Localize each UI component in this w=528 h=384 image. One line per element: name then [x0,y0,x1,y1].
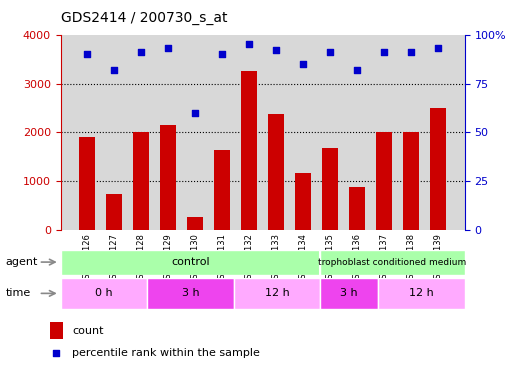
Bar [61,250,320,275]
Bar [50,322,63,339]
Bar [234,278,320,309]
Text: agent: agent [5,257,37,267]
Text: 12 h: 12 h [409,288,433,298]
Bar [147,278,234,309]
Text: control: control [171,257,210,267]
Bar [187,217,203,230]
Bar [320,278,378,309]
Bar [322,148,338,230]
Text: count: count [72,326,104,336]
Point [262,234,270,240]
Text: trophoblast conditioned medium: trophoblast conditioned medium [318,258,467,266]
Bar [106,194,122,230]
Point [407,49,416,55]
Bar [79,137,95,230]
Text: GDS2414 / 200730_s_at: GDS2414 / 200730_s_at [61,11,227,25]
Text: 3 h: 3 h [182,288,200,298]
Bar [268,114,284,230]
Text: 12 h: 12 h [265,288,289,298]
Text: 0 h: 0 h [95,288,113,298]
Bar [61,278,147,309]
Bar [376,132,392,230]
Point [137,49,145,55]
Point [380,49,389,55]
Bar [430,108,446,230]
Bar [241,71,257,230]
Bar [214,150,230,230]
Point [218,51,227,57]
Point [434,45,442,51]
Bar [295,173,312,230]
Bar [378,278,465,309]
Text: time: time [5,288,31,298]
Point [164,45,173,51]
Point [191,110,200,116]
Point [245,41,253,48]
Point [353,67,361,73]
Point [110,67,118,73]
Bar [133,132,149,230]
Bar [403,132,419,230]
Point [272,47,280,53]
Text: 3 h: 3 h [341,288,358,298]
Text: percentile rank within the sample: percentile rank within the sample [72,348,260,358]
Point [326,49,334,55]
Point [83,51,91,57]
Bar [160,125,176,230]
Bar [320,250,465,275]
Bar [349,187,365,230]
Point [299,61,307,67]
